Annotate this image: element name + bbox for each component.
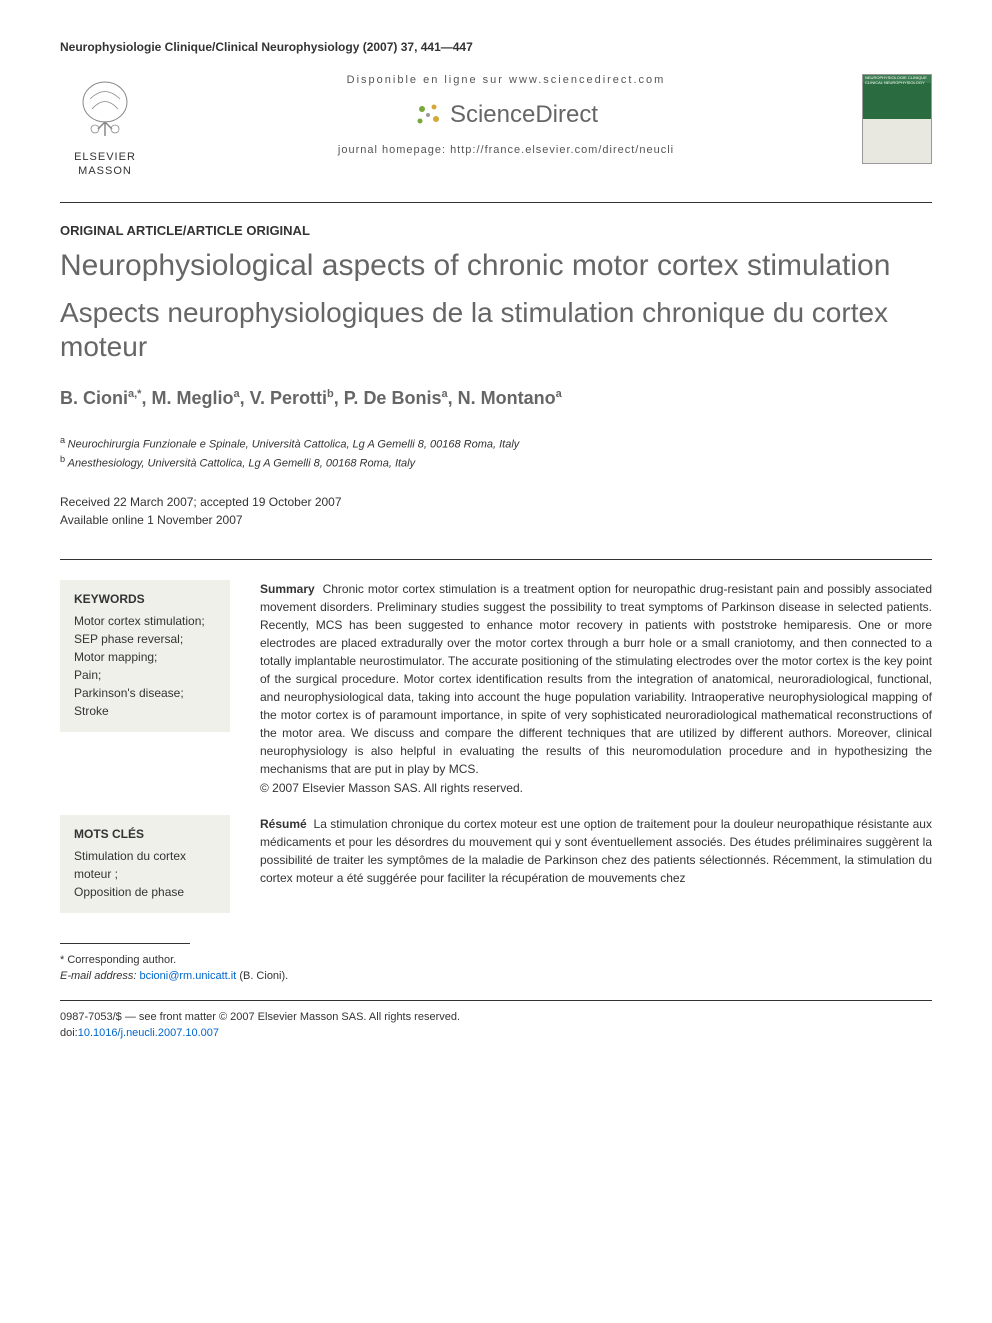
keywords-summary-row: KEYWORDS Motor cortex stimulation;SEP ph… [60,580,932,795]
author-email-link[interactable]: bcioni@rm.unicatt.it [139,970,236,982]
journal-cover-thumbnail: NEUROPHYSIOLOGIE CLINIQUE CLINICAL NEURO… [862,74,932,164]
affiliations-block: a Neurochirurgia Funzionale e Spinale, U… [60,434,932,472]
author-name: N. Montano [458,388,556,408]
author-name: M. Meglio [151,388,233,408]
resume-body: La stimulation chronique du cortex moteu… [260,817,932,885]
authors-line: B. Cionia,*, M. Meglioa, V. Perottib, P.… [60,388,932,409]
received-date: Received 22 March 2007; accepted 19 Octo… [60,493,932,511]
email-author-name: (B. Cioni). [239,970,288,982]
resume-text: Résumé La stimulation chronique du corte… [260,815,932,887]
doi-link[interactable]: 10.1016/j.neucli.2007.10.007 [78,1027,219,1039]
article-title-english: Neurophysiological aspects of chronic mo… [60,248,932,284]
motscles-box: MOTS CLÉS Stimulation du cortex moteur ;… [60,815,230,913]
online-date: Available online 1 November 2007 [60,511,932,529]
author-affiliation-sup: a,* [128,388,141,400]
article-title-french: Aspects neurophysiologiques de la stimul… [60,296,932,363]
article-type-label: ORIGINAL ARTICLE/ARTICLE ORIGINAL [60,223,932,238]
author-affiliation-sup: a [441,388,447,400]
email-label: E-mail address: [60,970,136,982]
availability-text: Disponible en ligne sur www.sciencedirec… [170,74,842,86]
journal-citation: Neurophysiologie Clinique/Clinical Neuro… [60,40,932,54]
article-dates: Received 22 March 2007; accepted 19 Octo… [60,493,932,529]
elsevier-tree-icon [70,74,140,144]
dates-divider [60,559,932,560]
corresponding-email-line: E-mail address: bcioni@rm.unicatt.it (B.… [60,968,932,985]
resume-column: Résumé La stimulation chronique du corte… [260,815,932,913]
doi-line: doi:10.1016/j.neucli.2007.10.007 [60,1025,932,1042]
elsevier-masson-logo: ELSEVIER MASSON [60,74,150,177]
header-divider [60,202,932,203]
affiliation-line: b Anesthesiology, Università Cattolica, … [60,453,932,472]
author-name: P. De Bonis [344,388,442,408]
elsevier-label: ELSEVIER [60,151,150,163]
summary-body: Chronic motor cortex stimulation is a tr… [260,582,932,776]
author-name: V. Perotti [250,388,327,408]
header-center: Disponible en ligne sur www.sciencedirec… [150,74,862,156]
author-affiliation-sup: b [327,388,334,400]
resume-label: Résumé [260,817,307,831]
issn-copyright: 0987-7053/$ — see front matter © 2007 El… [60,1009,932,1026]
corresponding-star: * Corresponding author. [60,952,932,969]
doi-label: doi: [60,1027,78,1039]
keywords-heading: KEYWORDS [74,592,216,606]
header-logo-row: ELSEVIER MASSON Disponible en ligne sur … [60,74,932,177]
sciencedirect-logo: ScienceDirect [414,101,598,129]
footer-block: 0987-7053/$ — see front matter © 2007 El… [60,1000,932,1042]
cover-title-stripe: NEUROPHYSIOLOGIE CLINIQUE CLINICAL NEURO… [863,75,931,83]
summary-text: Summary Chronic motor cortex stimulation… [260,580,932,778]
summary-column: Summary Chronic motor cortex stimulation… [260,580,932,795]
corresponding-author-block: * Corresponding author. E-mail address: … [60,952,932,985]
author-name: B. Cioni [60,388,128,408]
sciencedirect-icon [414,101,442,129]
motscles-resume-row: MOTS CLÉS Stimulation du cortex moteur ;… [60,815,932,913]
masson-label: MASSON [60,165,150,177]
journal-homepage: journal homepage: http://france.elsevier… [170,144,842,156]
author-affiliation-sup: a [233,388,239,400]
author-affiliation-sup: a [556,388,562,400]
affiliation-line: a Neurochirurgia Funzionale e Spinale, U… [60,434,932,453]
footnote-separator [60,943,190,944]
summary-copyright: © 2007 Elsevier Masson SAS. All rights r… [260,781,932,795]
keywords-box: KEYWORDS Motor cortex stimulation;SEP ph… [60,580,230,732]
motscles-list: Stimulation du cortex moteur ;Opposition… [74,847,216,901]
sciencedirect-text: ScienceDirect [450,101,598,129]
motscles-heading: MOTS CLÉS [74,827,216,841]
keywords-list: Motor cortex stimulation;SEP phase rever… [74,612,216,720]
summary-label: Summary [260,582,315,596]
